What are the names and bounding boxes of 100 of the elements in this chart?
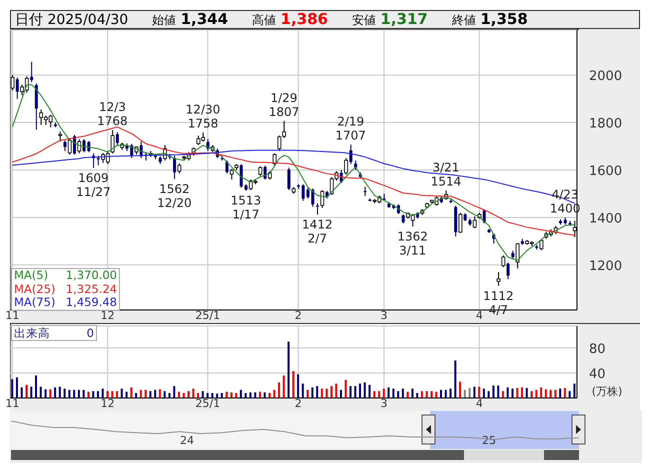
candlestick <box>63 140 66 152</box>
y-tick-label: 1600 <box>589 164 622 179</box>
bar <box>158 389 161 398</box>
x-tick-label: 4 <box>476 397 483 410</box>
candlestick <box>177 162 182 174</box>
bar <box>378 391 380 398</box>
bar <box>96 391 99 398</box>
bar <box>126 392 128 398</box>
bar <box>220 392 223 398</box>
annotation: 12/30 1758 <box>186 102 220 131</box>
text: MA(25) 1,325.24 <box>14 282 117 296</box>
bar <box>187 391 190 398</box>
bar <box>406 392 409 398</box>
candlestick <box>58 131 62 142</box>
text: MA(5) 1,370.00 <box>14 268 117 282</box>
bar <box>106 391 108 398</box>
bar <box>530 391 533 398</box>
bar <box>354 386 356 398</box>
bar <box>511 388 514 398</box>
bar <box>40 386 42 398</box>
bar <box>130 387 132 398</box>
bar <box>564 388 566 398</box>
x-tick-label: 2 <box>294 309 302 322</box>
bar <box>44 389 47 398</box>
x-tick-label: 25/1 <box>195 309 220 322</box>
candlestick <box>16 76 19 100</box>
bar <box>335 384 338 398</box>
bar <box>206 392 209 398</box>
bar <box>268 392 270 398</box>
bar <box>540 387 542 398</box>
bar <box>478 386 480 398</box>
candlestick <box>96 155 100 166</box>
y-tick-label: 1800 <box>589 116 622 132</box>
bar <box>78 390 80 398</box>
bar <box>292 371 294 398</box>
x-tick-label: 3 <box>380 397 388 410</box>
y-tick-label: 40 <box>589 366 606 382</box>
bar <box>92 391 94 398</box>
bar <box>182 392 185 398</box>
annotation: 1609 11/27 <box>76 170 111 199</box>
x-tick-label: 25/1 <box>195 397 220 410</box>
candlestick <box>496 272 500 286</box>
x-tick-label: 12 <box>100 397 115 410</box>
bar <box>144 390 147 398</box>
bar <box>35 375 38 398</box>
bar <box>340 390 342 398</box>
bar <box>416 392 418 398</box>
bar <box>388 387 390 398</box>
bar <box>240 390 242 398</box>
bar <box>554 390 556 398</box>
annotation: 12/3 1768 <box>97 100 128 128</box>
candlestick <box>34 82 38 130</box>
y-tick-label: 1200 <box>589 258 622 274</box>
candlestick <box>354 160 358 170</box>
bar <box>226 392 228 398</box>
bar <box>330 386 332 398</box>
annotation: 3/21 1514 <box>430 160 462 188</box>
candlestick <box>30 61 34 83</box>
bar <box>49 389 52 398</box>
candlestick <box>506 262 510 280</box>
bar <box>102 388 104 398</box>
bar <box>492 385 494 398</box>
bar <box>30 386 32 398</box>
bar <box>344 380 347 398</box>
bar <box>197 392 200 398</box>
annotation: 1513 1/17 <box>230 194 262 222</box>
bar <box>192 388 194 398</box>
candlestick <box>68 137 72 156</box>
candlestick <box>364 186 367 197</box>
bar <box>164 391 166 398</box>
bar <box>521 387 524 398</box>
bar <box>20 387 23 398</box>
candlestick <box>277 135 282 152</box>
bar <box>288 342 290 398</box>
x-tick-label: 2 <box>294 397 302 410</box>
x-tick-label: 12 <box>100 309 115 322</box>
bar <box>202 391 204 398</box>
bar <box>559 388 562 398</box>
candlestick <box>282 120 286 138</box>
bar <box>258 392 261 398</box>
bar <box>25 384 28 398</box>
bar <box>368 384 371 398</box>
annotation: 1562 12/20 <box>157 182 192 210</box>
bar <box>111 391 114 398</box>
bar <box>411 388 414 398</box>
bar <box>426 391 428 398</box>
annotation: 1/29 1807 <box>268 90 300 119</box>
candlestick <box>349 144 352 165</box>
bar <box>235 392 238 398</box>
bar <box>244 392 247 398</box>
bar <box>373 391 376 398</box>
candlestick <box>516 242 520 269</box>
bar <box>73 390 76 398</box>
bar <box>178 392 180 398</box>
bar <box>173 386 176 398</box>
bar <box>11 379 14 398</box>
bar <box>359 384 362 398</box>
candlestick <box>402 214 405 224</box>
candlestick <box>116 132 119 146</box>
bar <box>464 390 466 398</box>
